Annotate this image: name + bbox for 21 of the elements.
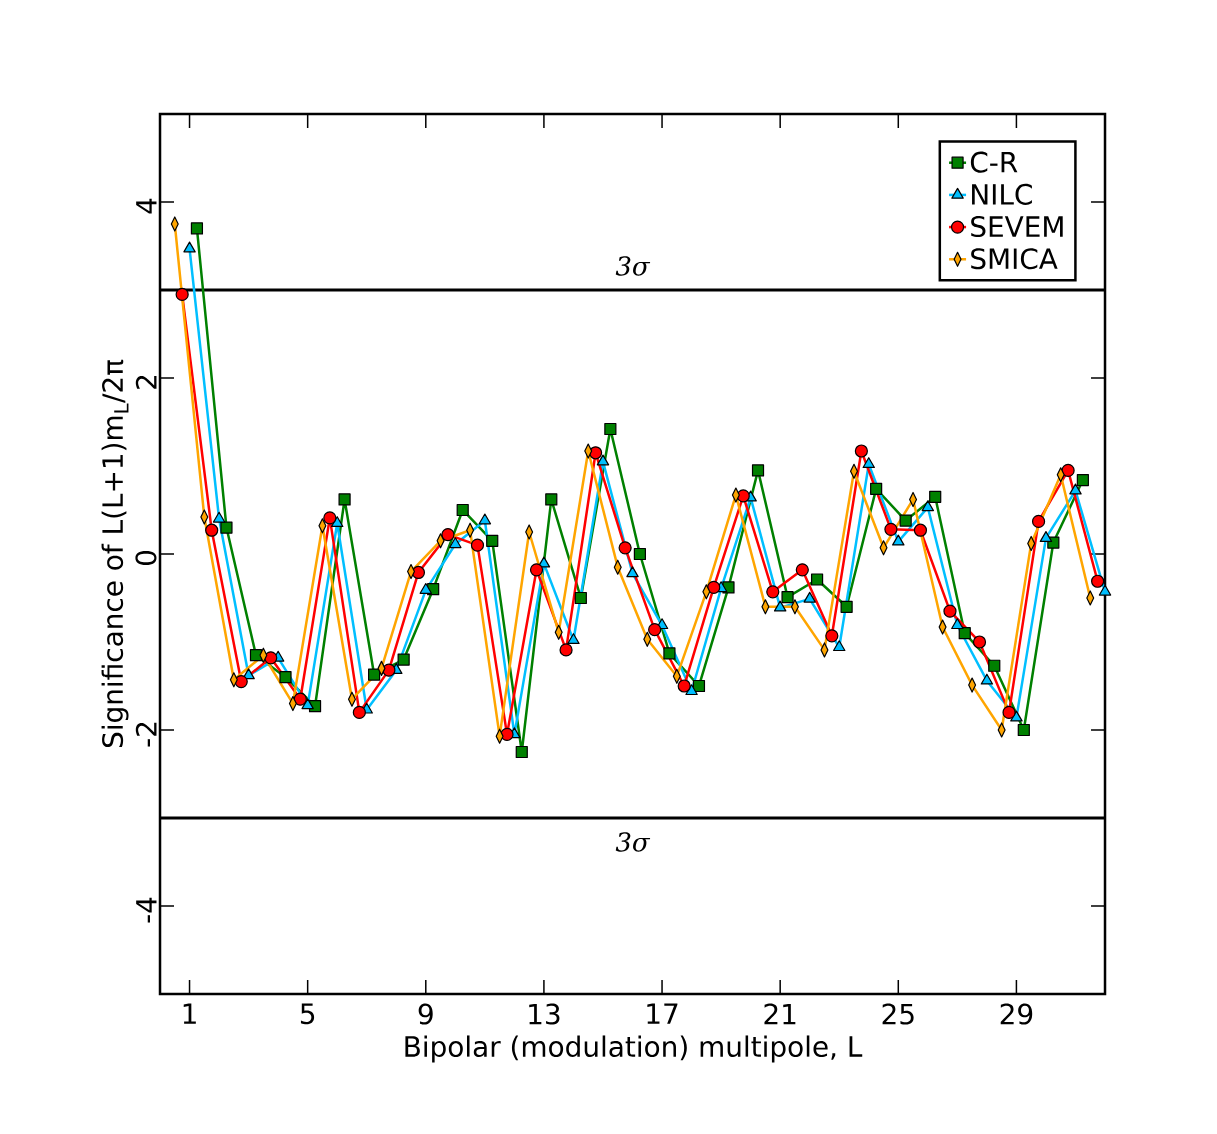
x-tick-label: 5	[300, 1003, 315, 1025]
y-tick-label: -4	[136, 897, 157, 923]
ref-line-label: 3σ	[615, 832, 651, 852]
x-axis-title: Bipolar (modulation) multipole, L	[405, 1035, 863, 1063]
y-tick-label: 0	[135, 550, 157, 566]
x-tick-label: 1	[183, 1003, 196, 1024]
x-tick-label: 17	[647, 1003, 678, 1024]
x-tick-label: 9	[418, 1003, 433, 1025]
y-tick-label: 4	[136, 198, 157, 214]
x-tick-label: 29	[1000, 1003, 1033, 1025]
legend-label: C-R	[970, 151, 1018, 173]
x-tick-label: 21	[764, 1003, 796, 1025]
x-tick-label: 25	[882, 1003, 914, 1025]
x-tick-label: 13	[529, 1003, 560, 1025]
y-tick-label: 2	[135, 375, 157, 389]
legend-label: NILC	[972, 183, 1032, 205]
ref-line-label: 3σ	[615, 256, 651, 276]
legend-label: SEVEM	[971, 215, 1063, 238]
y-axis-title: Significance of L(L+1)m$_{L}$/2π	[101, 359, 129, 748]
y-tick-label: -2	[135, 722, 157, 747]
legend-label: SMICA	[971, 248, 1058, 270]
